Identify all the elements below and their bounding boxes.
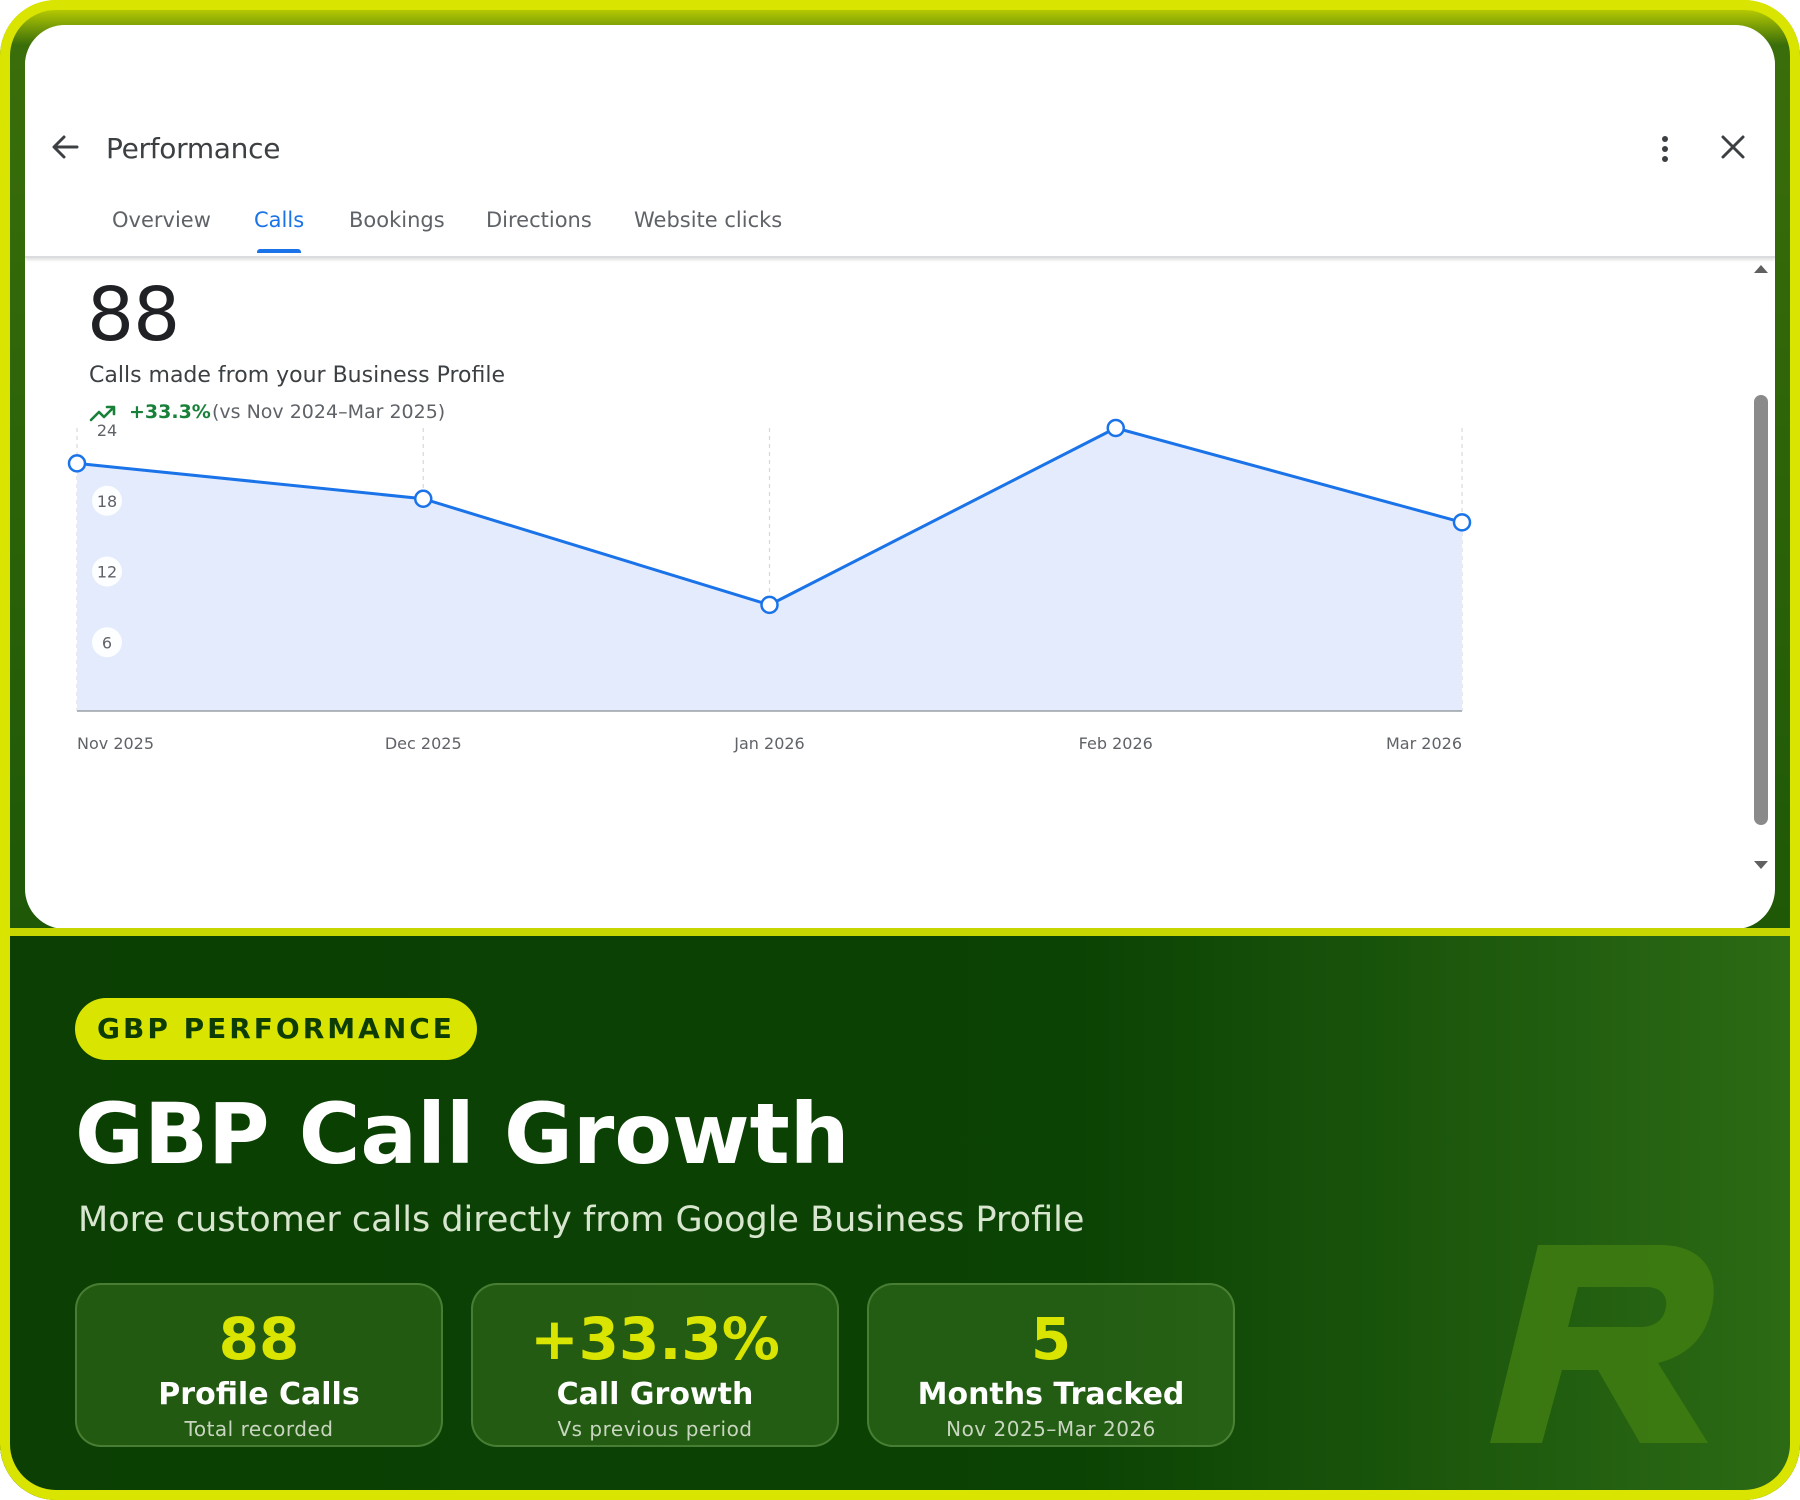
tab-website-clicks[interactable]: Website clicks — [634, 208, 783, 232]
brand-logo — [1490, 1245, 1714, 1443]
performance-panel: Performance Overview Calls Bookings Dire… — [25, 25, 1775, 929]
section-divider — [0, 928, 1800, 936]
y-tick-bg-3 — [92, 627, 122, 658]
scroll-down-arrow[interactable] — [1754, 861, 1768, 869]
tab-bookings[interactable]: Bookings — [349, 208, 445, 232]
x-tick-label: Jan 2026 — [733, 734, 804, 753]
y-tick-label: 6 — [102, 633, 112, 652]
y-tick-label: 12 — [97, 563, 117, 582]
stat-label: Months Tracked — [917, 1377, 1185, 1412]
active-tab-indicator — [257, 249, 301, 253]
stat-card-profile-calls: 88 Profile Calls Total recorded — [75, 1283, 443, 1447]
data-point-1 — [414, 489, 433, 508]
scrollbar-thumb[interactable] — [1754, 395, 1768, 825]
stat-sub: Vs previous period — [557, 1417, 753, 1441]
scroll-up-arrow[interactable] — [1754, 265, 1768, 273]
arrow-left-icon[interactable] — [45, 127, 85, 167]
calls-area-chart: 24 18 12 6 Nov 2025 Dec 2025 Jan 2026 Feb 2026 M… — [67, 418, 1472, 753]
category-badge: GBP PERFORMANCE — [75, 998, 477, 1060]
headline: GBP Call Growth — [75, 1085, 850, 1183]
more-vert-icon[interactable] — [1653, 129, 1677, 169]
stat-sub: Nov 2025–Mar 2026 — [946, 1417, 1156, 1441]
calls-description: Calls made from your Business Profile — [89, 363, 505, 388]
x-tick-label: Feb 2026 — [1079, 734, 1153, 753]
tab-directions[interactable]: Directions — [486, 208, 592, 232]
subheadline: More customer calls directly from Google… — [78, 1200, 1085, 1240]
tab-calls[interactable]: Calls — [254, 208, 305, 232]
total-calls-value: 88 — [87, 272, 180, 358]
y-tick-label: 18 — [97, 492, 117, 511]
stat-sub: Total recorded — [184, 1417, 334, 1441]
data-point-0 — [67, 454, 87, 473]
stat-value: +33.3% — [530, 1305, 780, 1373]
trend-comparison-period: (vs Nov 2024–Mar 2025) — [212, 401, 446, 423]
stat-value: 88 — [218, 1305, 300, 1373]
data-point-4 — [1452, 513, 1472, 532]
tab-overview[interactable]: Overview — [112, 208, 211, 232]
close-icon[interactable] — [1715, 129, 1751, 165]
panel-title: Performance — [106, 132, 281, 165]
x-tick-label: Dec 2025 — [385, 734, 462, 753]
data-point-2 — [760, 595, 779, 615]
stat-label: Call Growth — [556, 1377, 754, 1412]
trend-percentage: +33.3% — [129, 401, 211, 423]
trending-up-icon — [89, 405, 116, 422]
x-tick-label: Mar 2026 — [1386, 734, 1462, 753]
y-tick-bg-1 — [92, 485, 122, 516]
data-point-3 — [1106, 418, 1125, 438]
stat-value: 5 — [1030, 1305, 1072, 1373]
x-tick-label: Nov 2025 — [77, 734, 154, 753]
y-tick-label: 24 — [97, 421, 117, 440]
panel-header: Performance Overview Calls Bookings Dire… — [25, 25, 1775, 258]
stat-card-call-growth: +33.3% Call Growth Vs previous period — [471, 1283, 839, 1447]
stat-label: Profile Calls — [158, 1377, 360, 1412]
y-tick-bg-2 — [92, 556, 122, 587]
stat-card-months-tracked: 5 Months Tracked Nov 2025–Mar 2026 — [867, 1283, 1235, 1447]
